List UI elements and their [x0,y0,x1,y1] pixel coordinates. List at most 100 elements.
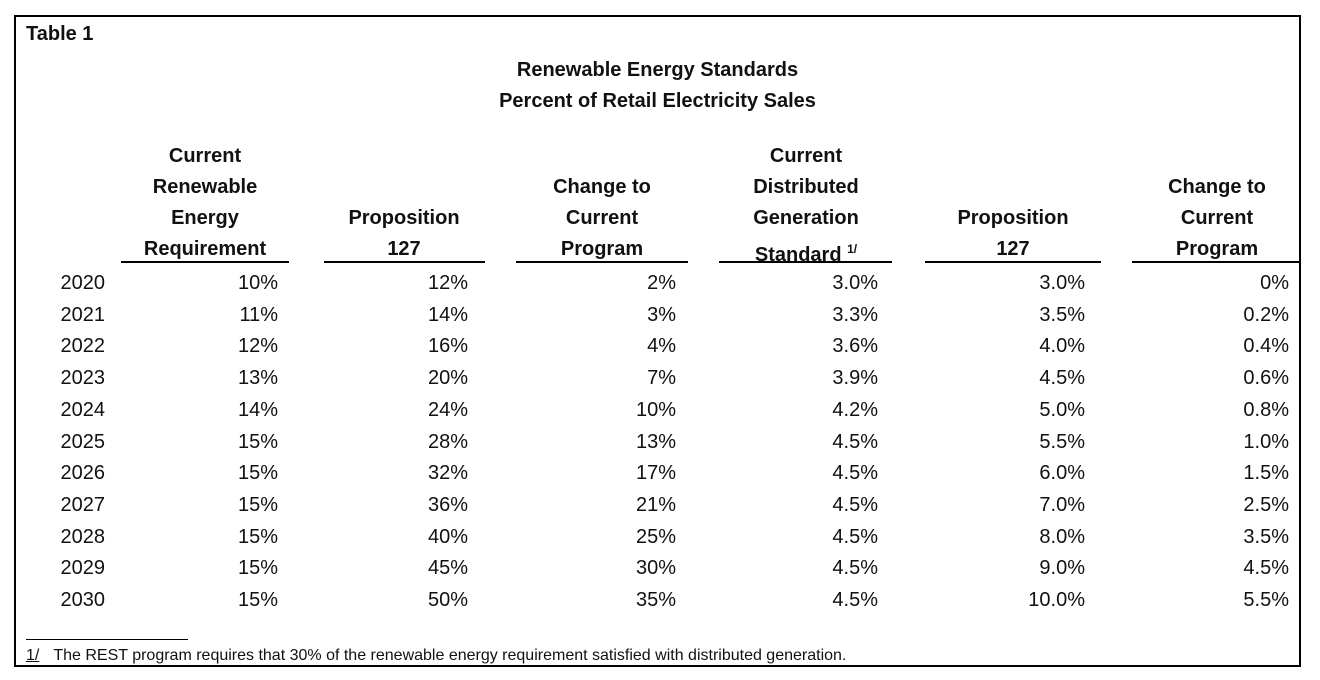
header-text: Change to [1168,176,1266,198]
value-cell: 3.5% [1039,303,1085,326]
value-cell: 45% [427,557,468,580]
header-footnote-ref: 1/ [847,242,858,256]
value-cell: 20% [427,367,468,390]
header-text: Program [560,238,644,260]
table-row: 2021 11% 14% 3% 3.3% 3.5% 0.2% [16,300,1299,331]
header-line: Current [706,141,906,172]
column-header-3: Change to Current Program [502,145,702,265]
header-line: Program [502,234,702,265]
value-cell: 14% [427,303,468,326]
header-underline [925,261,1101,263]
header-text: Standard [754,244,842,266]
value-cell: 0.8% [1243,398,1289,421]
header-line: Generation [706,203,906,234]
header-line: Distributed [706,172,906,203]
header-underline [1132,261,1301,263]
header-underline [719,261,892,263]
header-line: Renewable [105,172,305,203]
header-text: 127 [387,238,421,260]
year-cell: 2024 [60,398,106,421]
table-row: 2027 15% 36% 21% 4.5% 7.0% 2.5% [16,490,1299,521]
table-row: 2029 15% 45% 30% 4.5% 9.0% 4.5% [16,553,1299,584]
value-cell: 14% [237,398,278,421]
header-text: Current [769,145,843,167]
value-cell: 10% [237,272,278,294]
header-line: Program [1117,234,1317,265]
value-cell: 9.0% [1039,557,1085,580]
value-cell: 1.5% [1243,462,1289,485]
year-cell: 2025 [60,430,106,453]
header-line: Current [502,203,702,234]
value-cell: 15% [237,493,278,516]
value-cell: 12% [237,335,278,358]
year-cell: 2023 [60,367,106,390]
value-cell: 3.0% [832,272,878,294]
header-underline [324,261,485,263]
header-text: Current [565,207,639,229]
value-cell: 40% [427,525,468,548]
header-text: Current [1180,207,1254,229]
value-cell: 4.2% [832,398,878,421]
value-cell: 0.2% [1243,303,1289,326]
title-line-2: Percent of Retail Electricity Sales [499,90,816,112]
value-cell: 7.0% [1039,493,1085,516]
table-label: Table 1 [26,23,94,45]
value-cell: 13% [635,430,676,453]
title-line-1: Renewable Energy Standards [516,59,799,81]
value-cell: 7% [647,367,676,390]
value-cell: 4.5% [832,525,878,548]
value-cell: 4.5% [832,430,878,453]
value-cell: 4% [647,335,676,358]
value-cell: 4.0% [1039,335,1085,358]
table-row: 2023 13% 20% 7% 3.9% 4.5% 0.6% [16,363,1299,394]
header-text: Distributed [753,176,859,198]
value-cell: 0% [1260,272,1289,294]
table-row: 2028 15% 40% 25% 4.5% 8.0% 3.5% [16,522,1299,553]
header-line: 127 [913,234,1113,265]
year-cell: 2020 [60,272,106,294]
header-text: Current [168,145,242,167]
value-cell: 10% [635,398,676,421]
year-cell: 2030 [60,589,106,611]
header-line: Requirement [105,234,305,265]
value-cell: 15% [237,589,278,611]
column-header-1: Current Renewable Energy Requirement [105,145,305,265]
column-header-5: Proposition 127 [913,145,1113,265]
value-cell: 4.5% [832,589,878,611]
table-frame: Table 1 Renewable Energy Standards Perce… [14,15,1301,667]
value-cell: 4.5% [1243,557,1289,580]
column-header-2: Proposition 127 [304,145,504,265]
footnote-rule [26,639,188,640]
year-cell: 2026 [60,462,106,485]
value-cell: 15% [237,557,278,580]
value-cell: 36% [427,493,468,516]
value-cell: 21% [635,493,676,516]
value-cell: 16% [427,335,468,358]
value-cell: 8.0% [1039,525,1085,548]
value-cell: 15% [237,462,278,485]
value-cell: 25% [635,525,676,548]
table-row: 2026 15% 32% 17% 4.5% 6.0% 1.5% [16,458,1299,489]
header-text: Generation [753,207,859,229]
value-cell: 32% [427,462,468,485]
value-cell: 5.5% [1039,430,1085,453]
header-line: Energy [105,203,305,234]
value-cell: 0.6% [1243,367,1289,390]
table-row: 2025 15% 28% 13% 4.5% 5.5% 1.0% [16,427,1299,458]
year-cell: 2028 [60,525,106,548]
year-cell: 2022 [60,335,106,358]
value-cell: 0.4% [1243,335,1289,358]
table-row: 2024 14% 24% 10% 4.2% 5.0% 0.8% [16,395,1299,426]
value-cell: 1.0% [1243,430,1289,453]
value-cell: 4.5% [832,493,878,516]
value-cell: 4.5% [1039,367,1085,390]
header-line: Proposition [304,203,504,234]
value-cell: 50% [427,589,468,611]
value-cell: 2% [647,272,676,294]
header-text: Proposition [957,207,1069,229]
footnote-mark: 1/ [26,647,40,664]
value-cell: 12% [427,272,468,294]
value-cell: 3.9% [832,367,878,390]
footnote: 1/The REST program requires that 30% of … [26,647,846,665]
table-row: 2020 10% 12% 2% 3.0% 3.0% 0% [16,268,1299,299]
